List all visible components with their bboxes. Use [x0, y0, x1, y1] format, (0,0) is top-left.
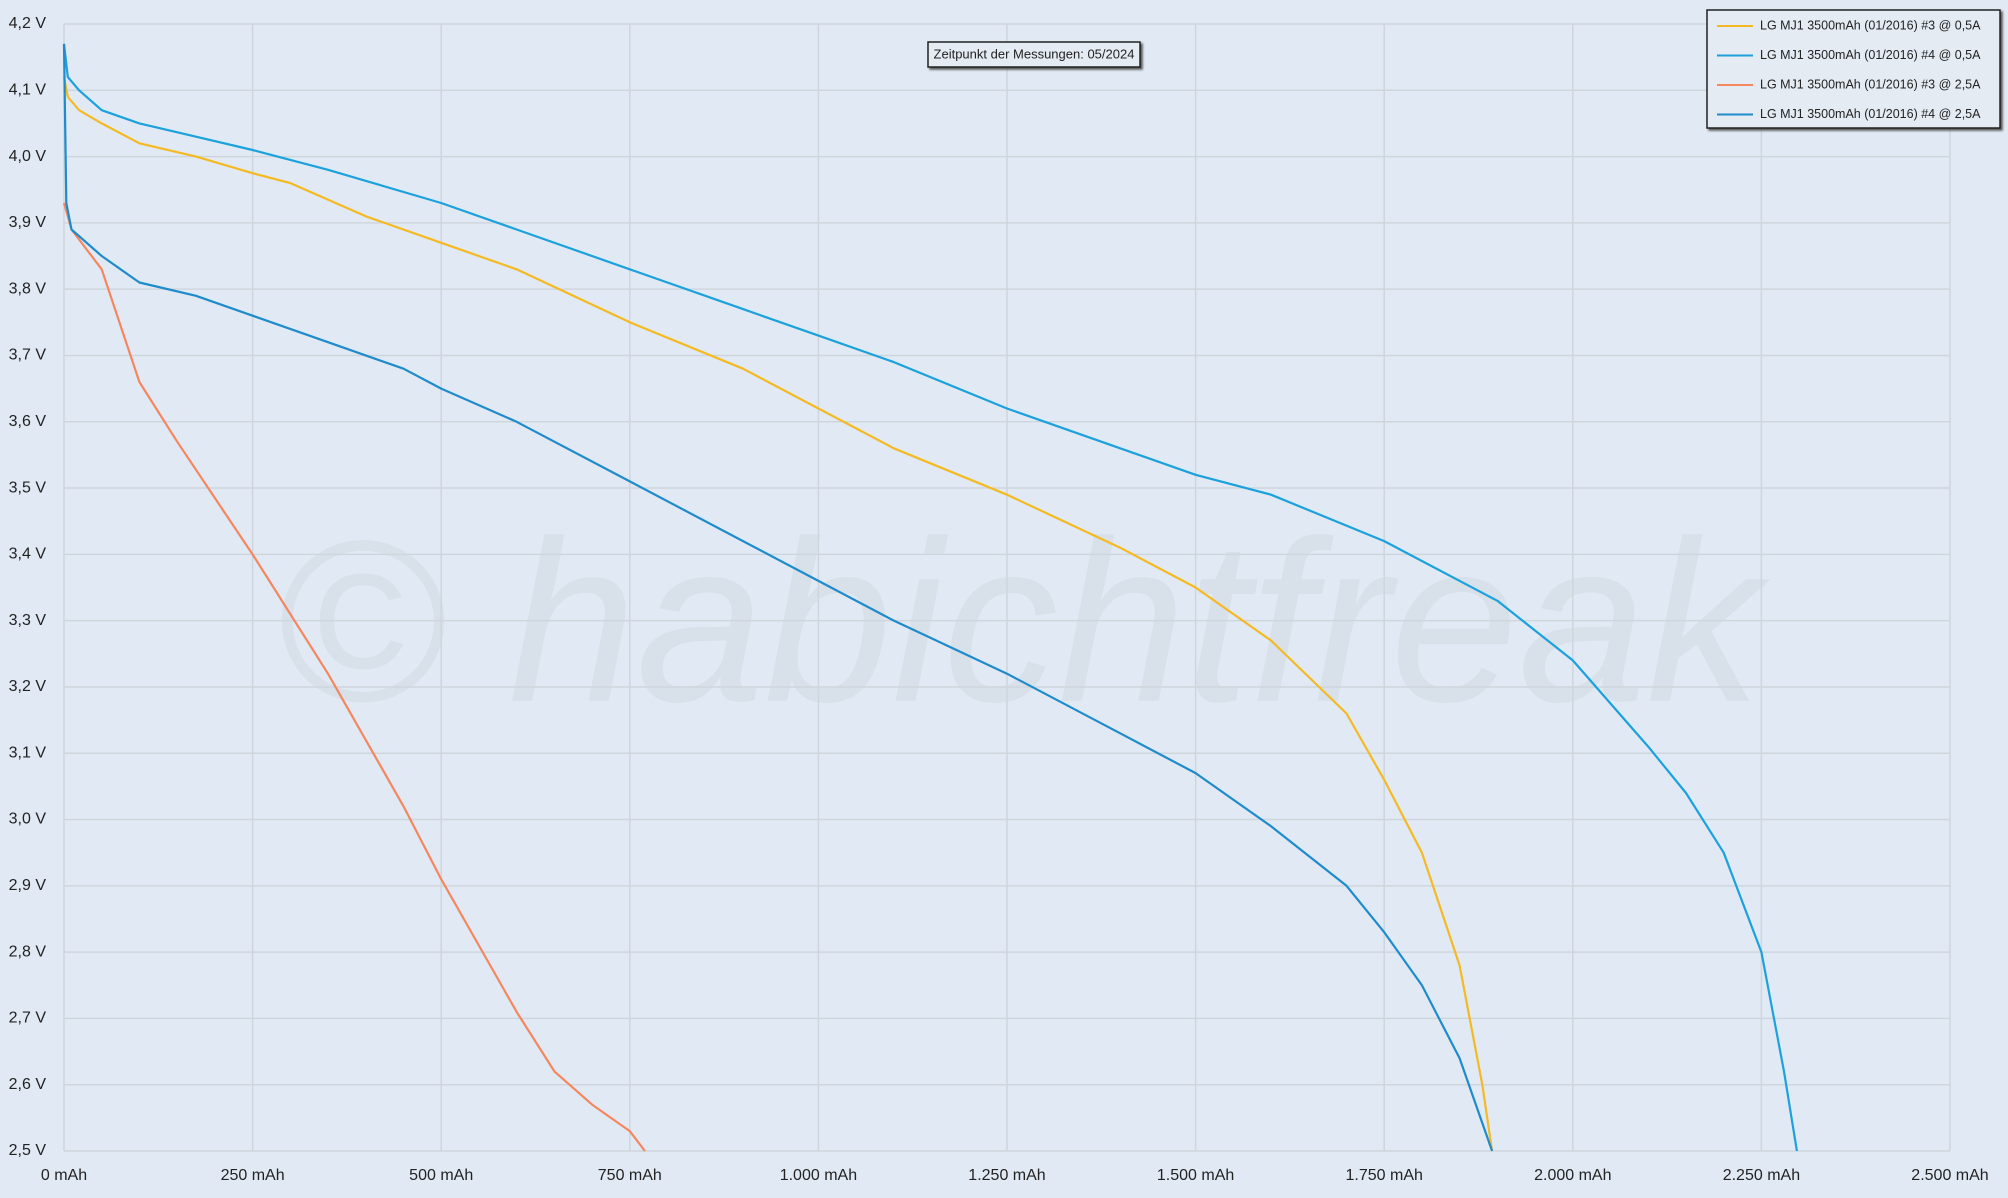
x-tick-label: 500 mAh [409, 1167, 473, 1184]
y-tick-label: 3,6 V [9, 413, 47, 430]
y-tick-label: 4,0 V [9, 148, 47, 165]
series-line [62, 43, 1798, 1152]
x-tick-label: 750 mAh [598, 1167, 662, 1184]
legend-label: LG MJ1 3500mAh (01/2016) #3 @ 2,5A [1760, 77, 1981, 91]
legend: LG MJ1 3500mAh (01/2016) #3 @ 0,5A LG MJ1… [1706, 9, 2001, 129]
series-line [62, 202, 646, 1152]
x-tick-label: 1.000 mAh [780, 1167, 857, 1184]
x-tick-label: 2.000 mAh [1534, 1167, 1611, 1184]
annotation: Zeitpunkt der Messungen: 05/2024 [927, 41, 1141, 68]
y-tick-label: 3,5 V [9, 479, 47, 496]
y-tick-label: 2,8 V [9, 943, 47, 960]
y-tick-label: 3,3 V [9, 612, 47, 629]
x-tick-label: 1.250 mAh [968, 1167, 1045, 1184]
x-tick-label: 2.250 mAh [1723, 1167, 1800, 1184]
series-line [62, 76, 1494, 1152]
legend-label: LG MJ1 3500mAh (01/2016) #3 @ 0,5A [1760, 18, 1981, 32]
y-tick-label: 2,6 V [9, 1076, 47, 1093]
x-tick-label: 1.750 mAh [1346, 1167, 1423, 1184]
y-tick-label: 2,9 V [9, 877, 47, 894]
y-tick-label: 3,1 V [9, 744, 47, 761]
y-tick-label: 3,2 V [9, 678, 47, 695]
annotation-text: Zeitpunkt der Messungen: 05/2024 [934, 46, 1135, 61]
y-tick-label: 3,4 V [9, 546, 47, 563]
legend-box [1706, 9, 2001, 129]
y-tick-label: 3,8 V [9, 280, 47, 297]
legend-label: LG MJ1 3500mAh (01/2016) #4 @ 2,5A [1760, 107, 1981, 121]
y-tick-label: 4,2 V [9, 15, 47, 32]
x-tick-label: 2.500 mAh [1911, 1167, 1988, 1184]
x-tick-label: 0 mAh [41, 1167, 87, 1184]
legend-label: LG MJ1 3500mAh (01/2016) #4 @ 0,5A [1760, 48, 1981, 62]
y-tick-label: 4,1 V [9, 82, 47, 99]
x-tick-label: 1.500 mAh [1157, 1167, 1234, 1184]
series-line [62, 43, 1494, 1152]
y-tick-label: 3,9 V [9, 214, 47, 231]
y-tick-label: 3,7 V [9, 347, 47, 364]
y-tick-label: 2,7 V [9, 1010, 47, 1027]
y-tick-label: 2,5 V [9, 1142, 47, 1159]
x-tick-label: 250 mAh [221, 1167, 285, 1184]
y-tick-label: 3,0 V [9, 811, 47, 828]
annotation-box [927, 41, 1141, 68]
